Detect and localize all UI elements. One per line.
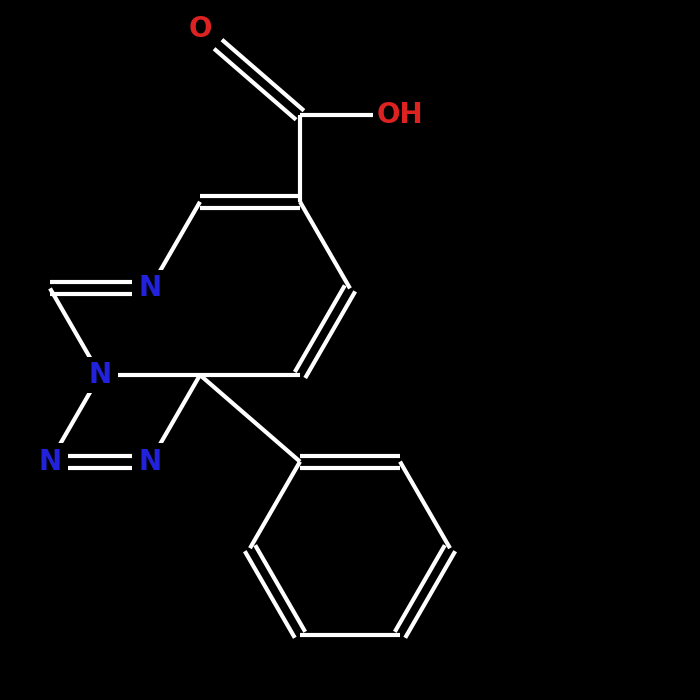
Text: OH: OH <box>377 102 424 130</box>
Text: O: O <box>188 15 211 43</box>
Text: N: N <box>139 274 162 302</box>
Text: N: N <box>88 361 111 389</box>
Text: N: N <box>139 447 162 475</box>
Text: N: N <box>38 447 62 475</box>
